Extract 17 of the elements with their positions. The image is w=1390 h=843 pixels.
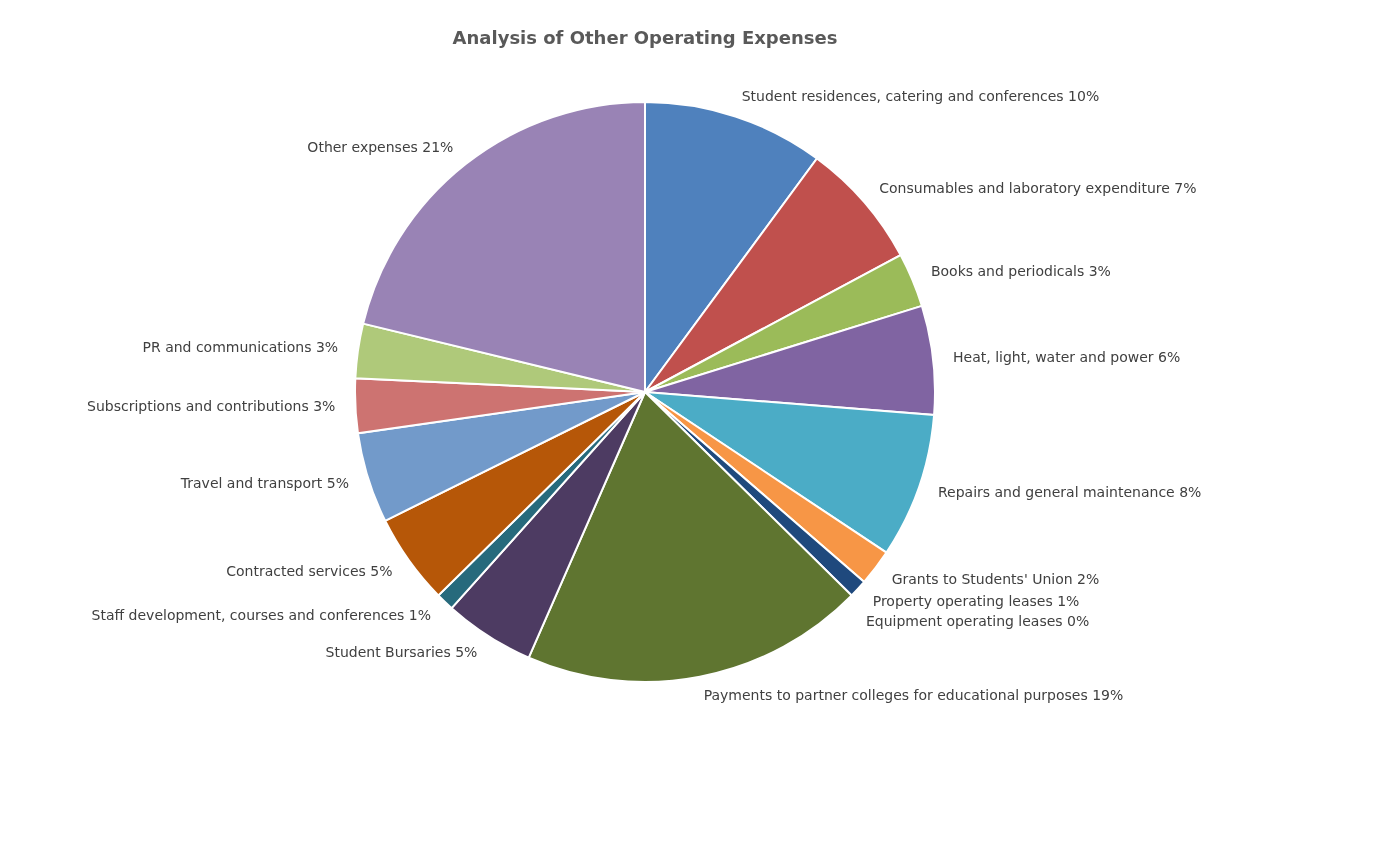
slice-label: Contracted services 5% <box>226 562 393 579</box>
slice-label: Property operating leases 1% <box>872 593 1080 610</box>
slice-label: Other expenses 21% <box>307 139 454 156</box>
slice-label: Payments to partner colleges for educational purposes 19% <box>703 687 1124 704</box>
slice-label: Student residences, catering and conferences 10% <box>741 88 1100 105</box>
slice-label: Staff development, courses and conferences 1% <box>91 607 432 624</box>
slice-label: Grants to Students' Union 2% <box>891 570 1100 587</box>
slice-label: Heat, light, water and power 6% <box>953 348 1181 365</box>
slice-label: PR and communications 3% <box>142 338 339 355</box>
category-label: Equipment operating leases 0% <box>865 613 1090 630</box>
slice-label: Travel and transport 5% <box>179 475 349 492</box>
slice-label: Subscriptions and contributions 3% <box>87 397 336 414</box>
slice-label: Student Bursaries 5% <box>325 643 478 660</box>
slice-label: Books and periodicals 3% <box>930 263 1111 280</box>
slice-label: Consumables and laboratory expenditure 7% <box>879 179 1197 196</box>
chart-title: Analysis of Other Operating Expenses <box>452 27 838 48</box>
slice-label: Repairs and general maintenance 8% <box>937 484 1202 501</box>
